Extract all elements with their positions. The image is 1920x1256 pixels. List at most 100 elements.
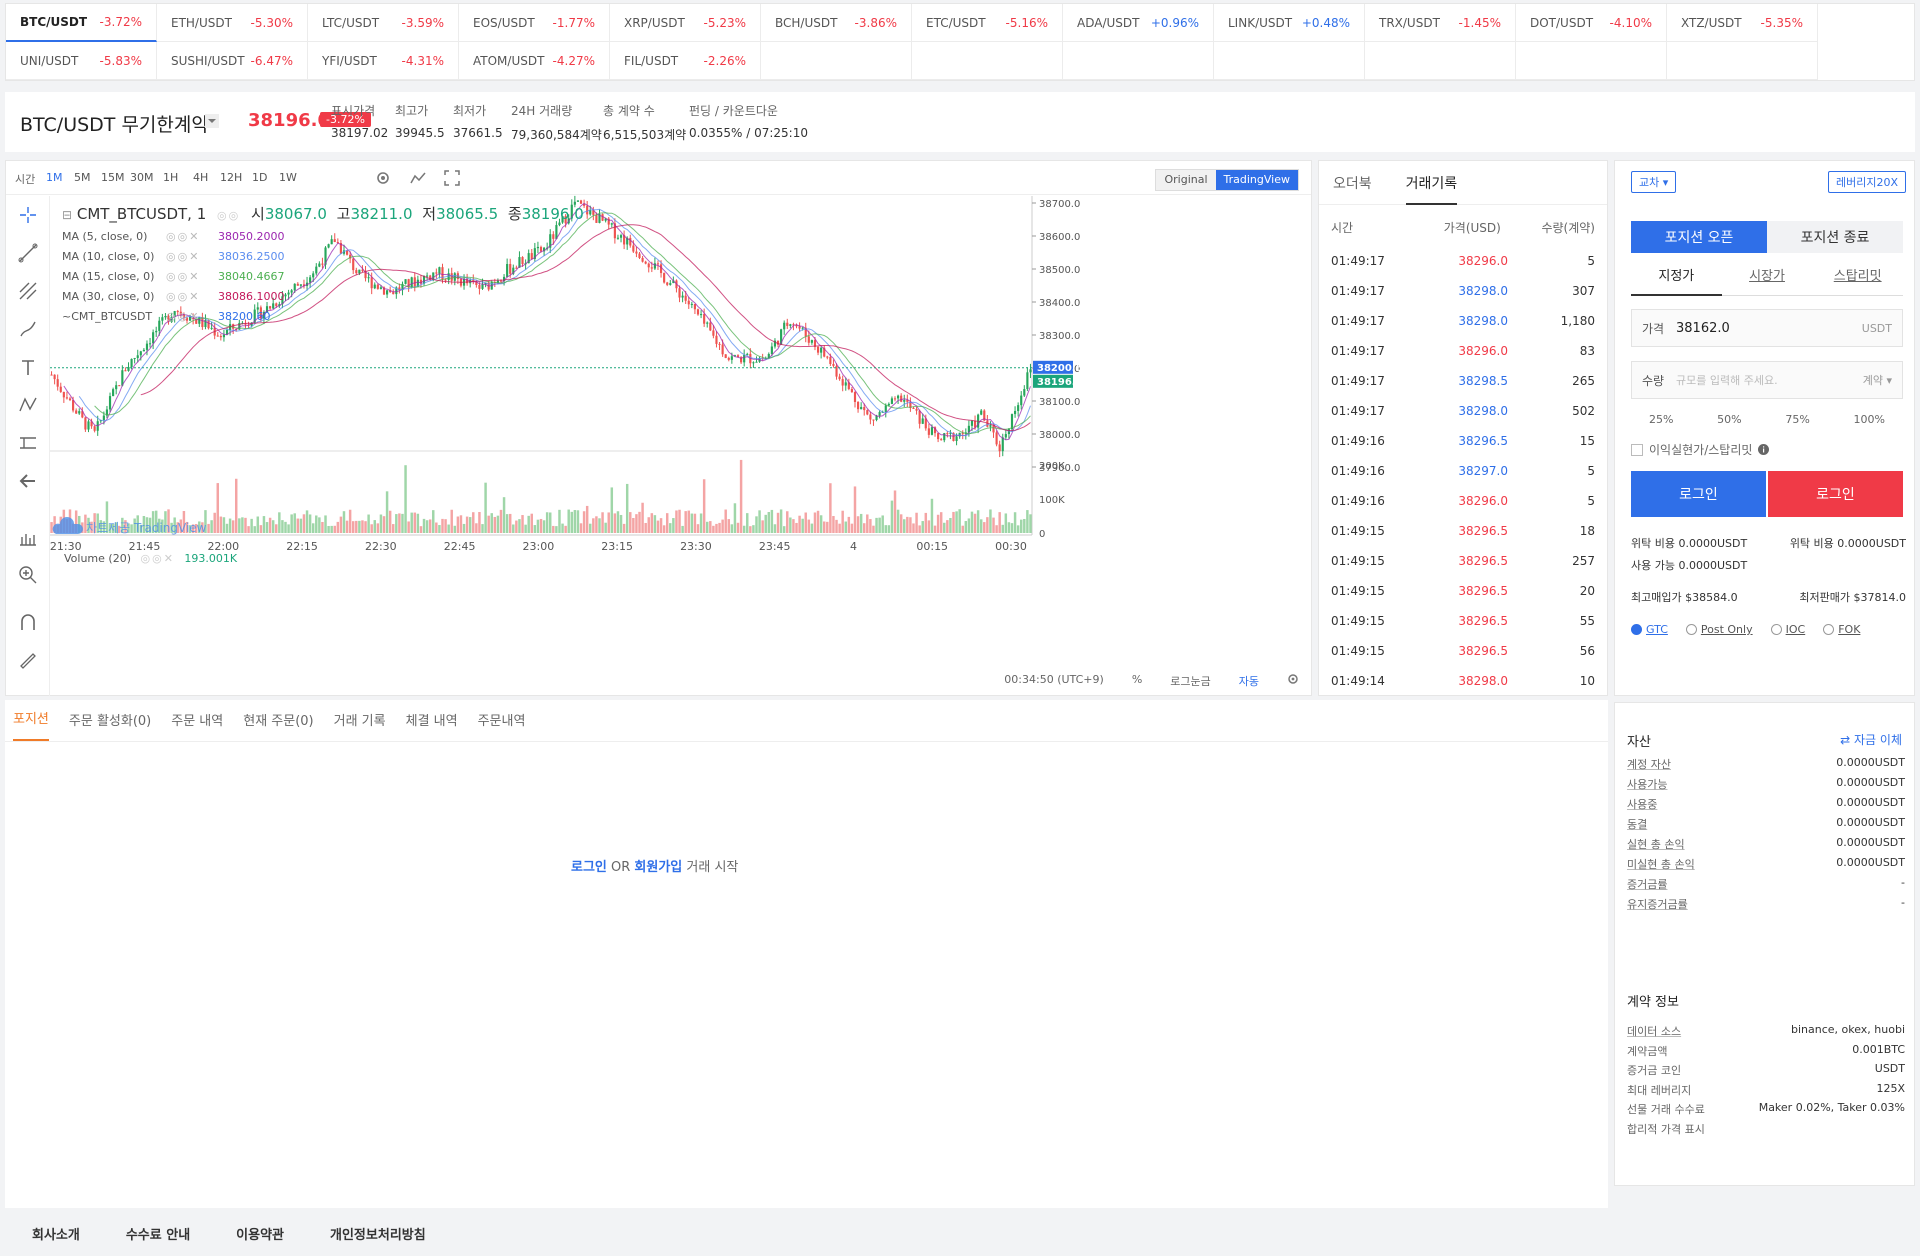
ticker-item[interactable]: ADA/USDT +0.96% [1063, 4, 1214, 42]
ticker-item[interactable]: TRX/USDT -1.45% [1365, 4, 1516, 42]
percent-button[interactable]: 25% [1649, 413, 1674, 426]
close-position-tab[interactable]: 포지션 종료 [1767, 221, 1903, 253]
order-type-tab[interactable]: 스탑리밋 [1812, 265, 1904, 296]
login-sell-button[interactable]: 로그인 [1768, 471, 1903, 517]
back-arrow-icon[interactable] [17, 470, 39, 492]
ticker-item[interactable]: SUSHI/USDT -6.47% [157, 42, 308, 80]
radio-button[interactable] [1685, 624, 1697, 635]
timeframe-15m[interactable]: 15M [101, 171, 125, 184]
ticker-item[interactable]: BCH/USDT -3.86% [761, 4, 912, 42]
positions-tab[interactable]: 주문내역 [477, 714, 526, 729]
login-link[interactable]: 로그인 [571, 860, 607, 875]
settings-icon[interactable] [1287, 673, 1299, 685]
timeframe-1m[interactable]: 1M [46, 171, 63, 184]
timeframe-4h[interactable]: 4H [193, 171, 209, 184]
text-icon[interactable] [17, 356, 39, 378]
ticker-item[interactable]: ETH/USDT -5.30% [157, 4, 308, 42]
positions-tab[interactable]: 현재 주문(0) [243, 714, 314, 729]
ticker-item[interactable]: XTZ/USDT -5.35% [1667, 4, 1818, 42]
trendline-icon[interactable] [17, 242, 39, 264]
gear-icon[interactable] [375, 170, 391, 186]
quantity-input[interactable]: 규모를 입력해 주세요. [1676, 374, 1778, 387]
price-chart[interactable]: 38700.0 38600.0 38500.0 38400.0 38300.0 38200… [6, 161, 1313, 697]
login-buy-button[interactable]: 로그인 [1631, 471, 1766, 517]
leverage-button[interactable]: 레버리지20X [1827, 171, 1906, 193]
fib-icon[interactable] [17, 280, 39, 302]
crosshair-icon[interactable] [17, 204, 39, 226]
footer-link[interactable]: 수수료 안내 [125, 1227, 191, 1243]
positions-tab[interactable]: 거래 기록 [333, 714, 386, 729]
footer-link[interactable]: 이용약관 [236, 1227, 285, 1243]
tif-option[interactable]: FOK [1823, 623, 1860, 636]
info-icon[interactable] [1758, 444, 1770, 455]
view-tradingview-button[interactable]: TradingView [1215, 170, 1298, 190]
chevron-down-icon[interactable] [205, 114, 219, 128]
radio-button[interactable] [1823, 624, 1835, 635]
positions-tab[interactable]: 주문 활성화(0) [68, 714, 152, 729]
signup-link[interactable]: 회원가입 [634, 860, 683, 875]
zoom-icon[interactable] [17, 564, 39, 586]
order-type-tab[interactable]: 시장가 [1721, 265, 1813, 296]
magnet-icon[interactable] [17, 612, 39, 634]
positions-tab[interactable]: 주문 내역 [171, 714, 224, 729]
auto-scale-toggle[interactable]: 자동 [1238, 675, 1259, 688]
ticker-item[interactable]: LINK/USDT +0.48% [1214, 4, 1365, 42]
open-position-tab[interactable]: 포지션 오픈 [1631, 221, 1767, 253]
tpsl-check[interactable] [1631, 443, 1643, 456]
margin-mode-button[interactable]: 교차 ▾ [1631, 171, 1677, 193]
tab-trade-history[interactable]: 거래기록 [1405, 173, 1458, 205]
percent-button[interactable]: 75% [1785, 413, 1810, 426]
ma-controls[interactable]: ◎◎✕ [166, 270, 201, 283]
radio-button[interactable] [1631, 624, 1642, 635]
tpsl-checkbox[interactable]: 이익실현가/스탑리밋 [1631, 441, 1770, 458]
ticker-item[interactable]: EOS/USDT -1.77% [459, 4, 610, 42]
transfer-button[interactable]: ⇄ 자금 이체 [1840, 733, 1902, 747]
ticker-item[interactable]: XRP/USDT -5.23% [610, 4, 761, 42]
unit-select[interactable]: 계약 ▾ [1862, 374, 1892, 387]
indicators-icon[interactable] [410, 170, 426, 186]
ticker-item[interactable]: DOT/USDT -4.10% [1516, 4, 1667, 42]
view-original-button[interactable]: Original [1156, 170, 1216, 190]
timeframe-1h[interactable]: 1H [163, 171, 179, 184]
pattern-icon[interactable] [17, 394, 39, 416]
ticker-item[interactable]: BTC/USDT -3.72% [6, 4, 157, 42]
timeframe-5m[interactable]: 5M [74, 171, 91, 184]
ticker-item[interactable]: LTC/USDT -3.59% [308, 4, 459, 42]
ma-controls[interactable]: ◎◎✕ [166, 310, 201, 323]
order-type-tab[interactable]: 지정가 [1631, 265, 1722, 296]
fullscreen-icon[interactable] [444, 170, 460, 186]
ticker-item[interactable]: FIL/USDT -2.26% [610, 42, 761, 80]
tif-option[interactable]: Post Only [1685, 623, 1753, 636]
footer-link[interactable]: 개인정보처리방침 [330, 1227, 426, 1243]
log-scale-toggle[interactable]: 로그눈금 [1170, 675, 1211, 688]
percent-button[interactable]: 50% [1717, 413, 1742, 426]
price-input[interactable]: 38162.0 [1676, 320, 1730, 336]
tif-option[interactable]: GTC [1631, 623, 1668, 636]
timeframe-30m[interactable]: 30M [130, 171, 154, 184]
ma-controls[interactable]: ◎◎✕ [166, 230, 201, 243]
positions-tab[interactable]: 체결 내역 [405, 714, 458, 729]
measure-icon[interactable] [17, 432, 39, 454]
footer-link[interactable]: 회사소개 [32, 1227, 80, 1243]
tif-option[interactable]: IOC [1770, 623, 1805, 636]
positions-tab[interactable]: 포지션 [13, 708, 49, 741]
ruler-icon[interactable] [17, 526, 39, 548]
ticker-item[interactable]: YFI/USDT -4.31% [308, 42, 459, 80]
price-field[interactable]: 가격 38162.0 USDT [1631, 309, 1903, 347]
brush-icon[interactable] [17, 318, 39, 340]
timeframe-1d[interactable]: 1D [252, 171, 268, 184]
percent-button[interactable]: 100% [1853, 413, 1885, 426]
ma-controls[interactable]: ◎◎✕ [166, 250, 201, 263]
ticker-item[interactable]: UNI/USDT -5.83% [6, 42, 157, 80]
ticker-item[interactable]: ATOM/USDT -4.27% [459, 42, 610, 80]
tab-orderbook[interactable]: 오더북 [1333, 175, 1372, 192]
timeframe-1w[interactable]: 1W [279, 171, 297, 184]
pair-title[interactable]: BTC/USDT 무기한계약 [20, 114, 209, 136]
ma-controls[interactable]: ◎◎✕ [166, 290, 201, 303]
timeframe-12h[interactable]: 12H [220, 171, 243, 184]
ticker-item[interactable]: ETC/USDT -5.16% [912, 4, 1063, 42]
pencil-icon[interactable] [17, 648, 39, 670]
radio-button[interactable] [1770, 624, 1782, 635]
percent-toggle[interactable]: % [1131, 673, 1143, 686]
quantity-field[interactable]: 수량 규모를 입력해 주세요. 계약 ▾ [1631, 361, 1903, 399]
